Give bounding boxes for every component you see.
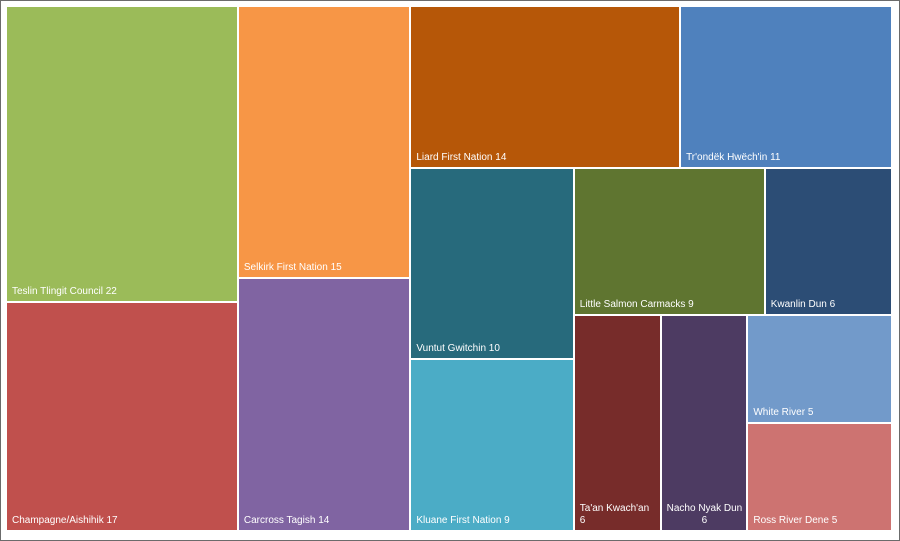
tile-label-name: Champagne/Aishihik bbox=[12, 514, 104, 526]
tile-label: Kluane First Nation 9 bbox=[416, 515, 568, 527]
tile-label-value: 9 bbox=[688, 299, 694, 311]
tile-label: Carcross Tagish 14 bbox=[244, 515, 405, 527]
tile-label-name: White River bbox=[753, 407, 806, 419]
tile-label: Vuntut Gwitchin 10 bbox=[416, 343, 568, 355]
tile-label: Selkirk First Nation 15 bbox=[244, 262, 405, 274]
tile-label-name: Tr'ondëk Hwëch'in bbox=[686, 152, 768, 164]
treemap-tile-white-river: White River 5 bbox=[748, 316, 891, 423]
tile-label-value: 5 bbox=[807, 407, 814, 419]
tile-label-name: Nacho Nyak Dun bbox=[666, 502, 743, 514]
tile-label-value: 14 bbox=[495, 152, 507, 164]
treemap-tile-vuntut-gwitchin: Vuntut Gwitchin 10 bbox=[411, 169, 573, 359]
tile-label-value: 10 bbox=[488, 343, 500, 355]
tile-label: Liard First Nation 14 bbox=[416, 152, 675, 164]
tile-label: Tr'ondëk Hwëch'in 11 bbox=[686, 152, 887, 164]
treemap-tile-liard-first-nation: Liard First Nation 14 bbox=[411, 7, 680, 168]
tile-label-value: 15 bbox=[330, 261, 342, 273]
treemap-tile-ross-river-dene: Ross River Dene 5 bbox=[748, 424, 891, 530]
tile-label-value: 22 bbox=[105, 286, 117, 298]
tile-label-value: 6 bbox=[829, 299, 836, 311]
tile-label: Ross River Dene 5 bbox=[753, 515, 887, 527]
treemap-tile-kluane-first-nation: Kluane First Nation 9 bbox=[411, 360, 573, 530]
tile-label-value: 11 bbox=[770, 152, 781, 164]
tile-label-name: Selkirk First Nation bbox=[243, 261, 328, 273]
tile-label-value: 5 bbox=[831, 514, 838, 526]
tile-label: Champagne/Aishihik 17 bbox=[12, 515, 233, 527]
tile-label-name: Little Salmon Carmacks bbox=[579, 299, 686, 311]
tile-label-value: 14 bbox=[318, 514, 330, 526]
treemap-tile-champagne-aishihik: Champagne/Aishihik 17 bbox=[7, 303, 237, 530]
treemap-tile-teslin-tlingit-council: Teslin Tlingit Council 22 bbox=[7, 7, 237, 302]
treemap-tile-selkirk-first-nation: Selkirk First Nation 15 bbox=[238, 7, 410, 277]
tile-label: Kwanlin Dun 6 bbox=[771, 299, 887, 311]
tile-label-name: Kluane First Nation bbox=[416, 514, 502, 526]
tile-label: Nacho Nyak Dun 6 bbox=[667, 503, 743, 527]
treemap-tile-little-salmon-carmacks: Little Salmon Carmacks 9 bbox=[574, 169, 764, 315]
tile-label-name: Carcross Tagish bbox=[243, 514, 316, 526]
tile-label-name: Kwanlin Dun bbox=[770, 299, 827, 311]
tile-label-value: 6 bbox=[701, 514, 708, 526]
treemap-tile-tr-ond-k-hw-ch-in: Tr'ondëk Hwëch'in 11 bbox=[681, 7, 891, 168]
tile-label-value: 6 bbox=[579, 514, 586, 526]
tile-label: Little Salmon Carmacks 9 bbox=[580, 299, 760, 311]
tile-label-name: Liard First Nation bbox=[416, 152, 493, 164]
tile-label-name: Ta'an Kwach'an bbox=[579, 502, 650, 514]
tile-label-name: Ross River Dene bbox=[753, 514, 829, 526]
tile-label-value: 17 bbox=[106, 514, 118, 526]
tile-label: Ta'an Kwach'an 6 bbox=[580, 503, 656, 527]
tile-label: White River 5 bbox=[753, 407, 887, 419]
tile-label-name: Teslin Tlingit Council bbox=[12, 286, 103, 298]
tile-label-name: Vuntut Gwitchin bbox=[416, 343, 487, 355]
treemap-tile-ta-an-kwach-an: Ta'an Kwach'an 6 bbox=[574, 316, 660, 530]
treemap-tile-nacho-nyak-dun: Nacho Nyak Dun 6 bbox=[661, 316, 747, 530]
tile-label-value: 9 bbox=[504, 514, 510, 526]
treemap-tile-kwanlin-dun: Kwanlin Dun 6 bbox=[765, 169, 891, 315]
treemap-tile-carcross-tagish: Carcross Tagish 14 bbox=[238, 278, 410, 530]
tile-label: Teslin Tlingit Council 22 bbox=[12, 286, 233, 298]
